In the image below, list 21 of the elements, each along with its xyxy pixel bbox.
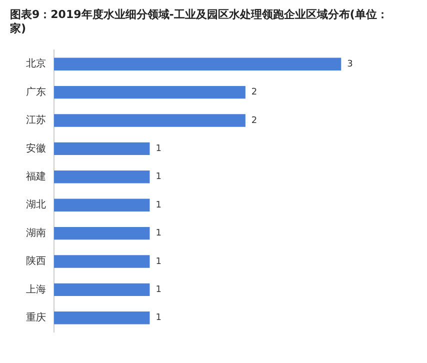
data-label: 1: [156, 200, 162, 210]
data-label: 2: [251, 115, 258, 126]
y-tick-label: 陕西: [26, 254, 46, 267]
y-tick-label: 江苏: [26, 114, 46, 126]
data-label: 3: [347, 58, 353, 69]
data-label: 2: [251, 87, 258, 98]
y-tick-label: 广东: [26, 85, 46, 98]
data-label: 1: [156, 312, 162, 323]
y-tick-label: 湖南: [26, 226, 46, 238]
y-tick-label: 湖北: [26, 198, 46, 210]
y-tick-label: 北京: [26, 57, 46, 70]
chart-title: 图表9：2019年度水业细分领域-工业及园区水处理领跑企业区域分布(单位：家): [9, 8, 389, 36]
data-label: 1: [156, 172, 162, 182]
data-label: 1: [156, 256, 162, 266]
data-label: 1: [156, 228, 162, 238]
y-tick-label: 重庆: [26, 310, 46, 323]
y-tick-label: 安徽: [26, 142, 46, 154]
data-label: 1: [156, 284, 162, 295]
y-tick-label: 上海: [26, 282, 46, 295]
data-label: 1: [156, 144, 162, 154]
y-tick-label: 福建: [26, 170, 46, 182]
